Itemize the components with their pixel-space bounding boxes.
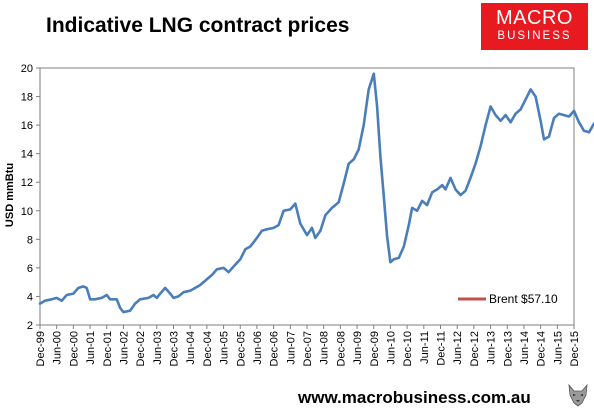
x-tick-label: Dec-02 — [135, 331, 147, 366]
x-tick-label: Jun-00 — [52, 331, 64, 365]
y-tick-label: 10 — [21, 206, 33, 218]
wolf-head-icon — [568, 383, 588, 407]
x-tick-label: Dec-05 — [235, 331, 247, 366]
series-layer — [38, 72, 594, 314]
y-tick-label: 20 — [21, 63, 33, 75]
lng-price-line — [38, 72, 594, 314]
x-tick-label: Dec-06 — [269, 331, 281, 366]
x-tick-label: Jun-05 — [219, 331, 231, 365]
y-tick-label: 6 — [27, 263, 33, 275]
x-tick-label: Jun-08 — [319, 331, 331, 365]
x-tick-label: Jun-06 — [252, 331, 264, 365]
x-tick-label: Dec-14 — [536, 331, 548, 366]
x-tick-label: Jun-02 — [118, 331, 130, 365]
footer-url[interactable]: www.macrobusiness.com.au — [298, 388, 531, 407]
x-tick-label: Dec-00 — [68, 331, 80, 366]
x-tick-label: Dec-10 — [402, 331, 414, 366]
x-tick-label: Dec-08 — [335, 331, 347, 366]
x-tick-label: Jun-01 — [85, 331, 97, 365]
x-tick-label: Jun-07 — [285, 331, 297, 365]
y-tick-label: 14 — [21, 149, 33, 161]
y-tick-label: 12 — [21, 177, 33, 189]
plot-border — [39, 67, 575, 326]
x-tick-label: Dec-03 — [169, 331, 181, 366]
y-axis-ticks: 2 4 6 8 10 12 14 16 18 20 — [21, 63, 40, 332]
macro-business-logo: MACRO BUSINESS — [481, 3, 588, 50]
x-tick-label: Jun-15 — [552, 331, 564, 365]
x-tick-label: Jun-09 — [352, 331, 364, 365]
y-tick-label: 4 — [27, 291, 33, 303]
plot-frame — [39, 67, 575, 326]
x-tick-label: Dec-11 — [436, 331, 448, 366]
y-tick-label: 2 — [27, 320, 33, 332]
legend: Brent $57.10 — [458, 292, 558, 306]
logo-line-macro: MACRO — [496, 7, 573, 29]
x-tick-label: Jun-03 — [152, 331, 164, 365]
logo-line-business: BUSINESS — [497, 30, 572, 42]
x-tick-label: Dec-07 — [302, 331, 314, 366]
y-tick-label: 18 — [21, 92, 33, 104]
x-tick-label: Dec-04 — [202, 331, 214, 366]
x-tick-label: Dec-09 — [369, 331, 381, 366]
x-tick-label: Jun-11 — [419, 331, 431, 364]
x-tick-label: Dec-12 — [469, 331, 481, 366]
legend-brent-label: Brent $57.10 — [489, 292, 558, 306]
x-tick-label: Jun-10 — [385, 331, 397, 365]
x-tick-label: Jun-14 — [519, 331, 531, 365]
chart-title: Indicative LNG contract prices — [46, 14, 350, 37]
x-tick-label: Dec-01 — [102, 331, 114, 366]
x-tick-label: Dec-15 — [569, 331, 581, 366]
y-tick-label: 16 — [21, 120, 33, 132]
x-tick-label: Jun-04 — [185, 331, 197, 365]
x-axis-ticks: Dec-99 Jun-00 Dec-00 Jun-01 Dec-01 Jun-02 Dec-… — [35, 325, 581, 366]
x-tick-label: Jun-13 — [486, 331, 498, 365]
x-tick-label: Dec-99 — [35, 331, 47, 366]
x-tick-label: Jun-12 — [452, 331, 464, 365]
x-tick-label: Dec-13 — [502, 331, 514, 366]
y-tick-label: 8 — [27, 234, 33, 246]
y-axis-label: USD mmBtu — [4, 163, 16, 227]
